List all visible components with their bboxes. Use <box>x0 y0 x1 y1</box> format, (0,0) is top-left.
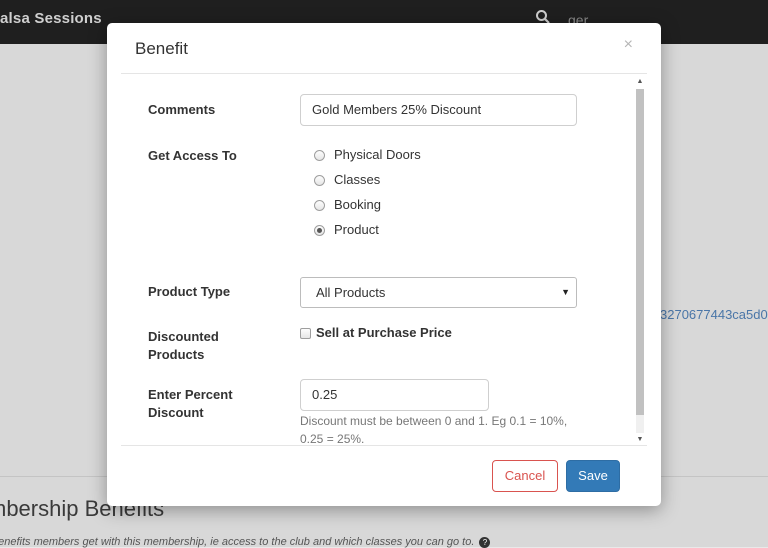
scroll-down-arrow-icon[interactable]: ▼ <box>636 436 644 443</box>
product-type-label: Product Type <box>148 284 231 299</box>
cancel-button[interactable]: Cancel <box>492 460 558 492</box>
comments-input[interactable]: Gold Members 25% Discount <box>300 94 577 126</box>
section-description: benefits members get with this membershi… <box>0 536 491 548</box>
save-button[interactable]: Save <box>566 460 620 492</box>
brand-title[interactable]: alsa Sessions <box>0 10 102 27</box>
scroll-up-arrow-icon[interactable]: ▲ <box>636 78 644 85</box>
access-label: Get Access To <box>148 148 237 163</box>
radio-button[interactable] <box>314 149 325 161</box>
discounted-label: Discounted Products <box>148 328 219 364</box>
sell-at-purchase-price-option[interactable]: Sell at Purchase Price <box>300 324 452 342</box>
product-type-select[interactable]: All Products ▼ <box>300 277 577 308</box>
radio-label: Physical Doors <box>334 147 421 162</box>
close-icon[interactable]: × <box>623 36 633 53</box>
footer-divider <box>121 445 647 446</box>
access-option-booking[interactable]: Booking <box>314 196 381 214</box>
percent-help-text: Discount must be between 0 and 1. Eg 0.1… <box>300 414 568 445</box>
record-id-link[interactable]: 3270677443ca5d0 <box>660 307 768 322</box>
percent-label-line1: Enter Percent <box>148 387 233 402</box>
modal-scrollbar[interactable]: ▲ ▼ <box>634 77 646 445</box>
product-type-value: All Products <box>316 285 386 300</box>
percent-label: Enter Percent Discount <box>148 386 233 422</box>
header-divider <box>121 73 647 74</box>
scroll-thumb[interactable] <box>636 89 644 415</box>
comments-label: Comments <box>148 102 216 117</box>
access-option-classes[interactable]: Classes <box>314 171 380 189</box>
access-option-physical-doors[interactable]: Physical Doors <box>314 146 421 164</box>
scroll-track[interactable] <box>636 89 644 433</box>
access-option-product[interactable]: Product <box>314 221 379 239</box>
radio-label: Booking <box>334 197 381 212</box>
sell-at-purchase-price-checkbox[interactable] <box>300 327 311 339</box>
radio-button-selected[interactable] <box>314 224 325 236</box>
modal-body: Comments Gold Members 25% Discount Get A… <box>121 74 647 445</box>
dropdown-arrow-icon: ▼ <box>561 287 570 297</box>
radio-label: Classes <box>334 172 381 187</box>
checkbox-label: Sell at Purchase Price <box>316 325 452 340</box>
discounted-label-line1: Discounted <box>148 329 219 344</box>
benefit-modal: Benefit × Comments Gold Members 25% Disc… <box>107 23 661 506</box>
radio-button[interactable] <box>314 199 325 211</box>
percent-label-line2: Discount <box>148 405 204 420</box>
discounted-label-line2: Products <box>148 347 205 362</box>
percent-discount-input[interactable]: 0.25 <box>300 379 489 411</box>
modal-header: Benefit × <box>107 23 661 73</box>
search-icon[interactable] <box>535 9 551 25</box>
modal-title: Benefit <box>135 39 188 58</box>
radio-button[interactable] <box>314 174 325 186</box>
section-description-text: benefits members get with this membershi… <box>0 536 475 548</box>
help-icon[interactable]: ? <box>479 536 491 548</box>
radio-label: Product <box>334 222 379 237</box>
